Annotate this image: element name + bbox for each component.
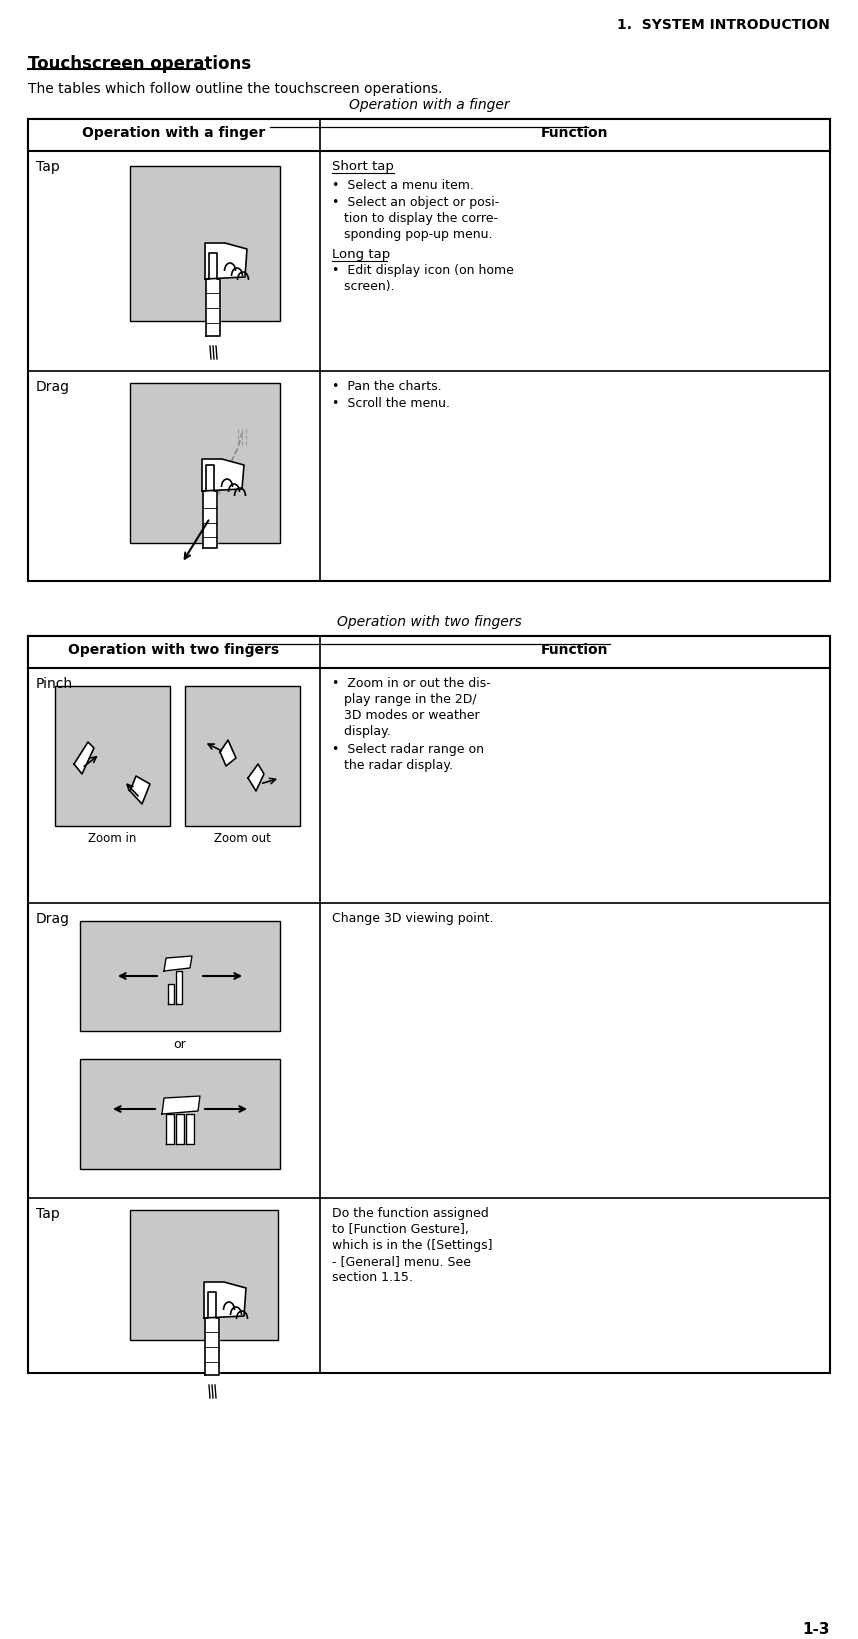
- Bar: [28, 120, 830, 582]
- Bar: [28, 636, 830, 669]
- Polygon shape: [248, 764, 264, 792]
- Polygon shape: [176, 972, 182, 1005]
- Text: •  Zoom in or out the dis-: • Zoom in or out the dis-: [332, 677, 491, 690]
- Bar: [130, 167, 280, 321]
- Bar: [55, 687, 170, 826]
- Text: •  Select radar range on: • Select radar range on: [332, 742, 484, 756]
- Text: Long tap: Long tap: [332, 247, 390, 261]
- Text: Function: Function: [541, 642, 608, 657]
- Polygon shape: [162, 1096, 200, 1115]
- Polygon shape: [186, 1115, 194, 1144]
- Polygon shape: [164, 957, 192, 972]
- Bar: [80, 921, 280, 1031]
- Bar: [130, 1210, 278, 1341]
- Text: or: or: [173, 1037, 186, 1051]
- Polygon shape: [202, 459, 244, 492]
- Text: which is in the ([Settings]: which is in the ([Settings]: [332, 1237, 492, 1251]
- Bar: [185, 687, 300, 826]
- Text: section 1.15.: section 1.15.: [332, 1270, 413, 1283]
- Text: Operation with two fingers: Operation with two fingers: [69, 642, 280, 657]
- Text: Tap: Tap: [36, 161, 60, 174]
- Bar: [130, 384, 280, 544]
- Text: Tap: Tap: [36, 1206, 60, 1221]
- Text: 1-3: 1-3: [802, 1621, 830, 1636]
- Text: Do the function assigned: Do the function assigned: [332, 1206, 489, 1219]
- Text: Zoom out: Zoom out: [214, 831, 270, 844]
- Text: tion to display the corre-: tion to display the corre-: [332, 211, 498, 225]
- Text: •  Pan the charts.: • Pan the charts.: [332, 380, 442, 393]
- Text: to [Function Gesture],: to [Function Gesture],: [332, 1223, 468, 1236]
- Polygon shape: [206, 254, 220, 336]
- Text: Operation with a finger: Operation with a finger: [348, 98, 510, 111]
- Text: screen).: screen).: [332, 280, 395, 293]
- Text: Operation with a finger: Operation with a finger: [82, 126, 266, 139]
- Polygon shape: [205, 1292, 219, 1375]
- Text: play range in the 2D/: play range in the 2D/: [332, 693, 477, 705]
- Text: Change 3D viewing point.: Change 3D viewing point.: [332, 911, 493, 924]
- Text: Operation with two fingers: Operation with two fingers: [336, 615, 522, 629]
- Text: •  Select a menu item.: • Select a menu item.: [332, 179, 474, 192]
- Text: The tables which follow outline the touchscreen operations.: The tables which follow outline the touc…: [28, 82, 443, 97]
- Polygon shape: [130, 777, 150, 805]
- Text: the radar display.: the radar display.: [332, 759, 453, 772]
- Polygon shape: [203, 465, 217, 549]
- Text: Touchscreen operations: Touchscreen operations: [28, 56, 251, 74]
- Polygon shape: [74, 742, 94, 775]
- Polygon shape: [166, 1115, 174, 1144]
- Text: Short tap: Short tap: [332, 161, 394, 172]
- Text: Pinch: Pinch: [36, 677, 73, 690]
- Text: sponding pop-up menu.: sponding pop-up menu.: [332, 228, 492, 241]
- Polygon shape: [205, 244, 247, 280]
- Polygon shape: [204, 1282, 246, 1318]
- Bar: [80, 1059, 280, 1169]
- Text: 3D modes or weather: 3D modes or weather: [332, 708, 480, 721]
- Text: •  Scroll the menu.: • Scroll the menu.: [332, 397, 450, 410]
- Text: - [General] menu. See: - [General] menu. See: [332, 1254, 471, 1267]
- Bar: [28, 636, 830, 1373]
- Text: 1.  SYSTEM INTRODUCTION: 1. SYSTEM INTRODUCTION: [617, 18, 830, 33]
- Text: display.: display.: [332, 724, 390, 738]
- Polygon shape: [168, 985, 174, 1005]
- Text: •  Select an object or posi-: • Select an object or posi-: [332, 197, 499, 208]
- Polygon shape: [220, 741, 236, 767]
- Text: Zoom in: Zoom in: [88, 831, 136, 844]
- Text: Function: Function: [541, 126, 608, 139]
- Bar: [28, 120, 830, 152]
- Text: •  Edit display icon (on home: • Edit display icon (on home: [332, 264, 514, 277]
- Text: Drag: Drag: [36, 911, 70, 926]
- Polygon shape: [176, 1115, 184, 1144]
- Text: Drag: Drag: [36, 380, 70, 393]
